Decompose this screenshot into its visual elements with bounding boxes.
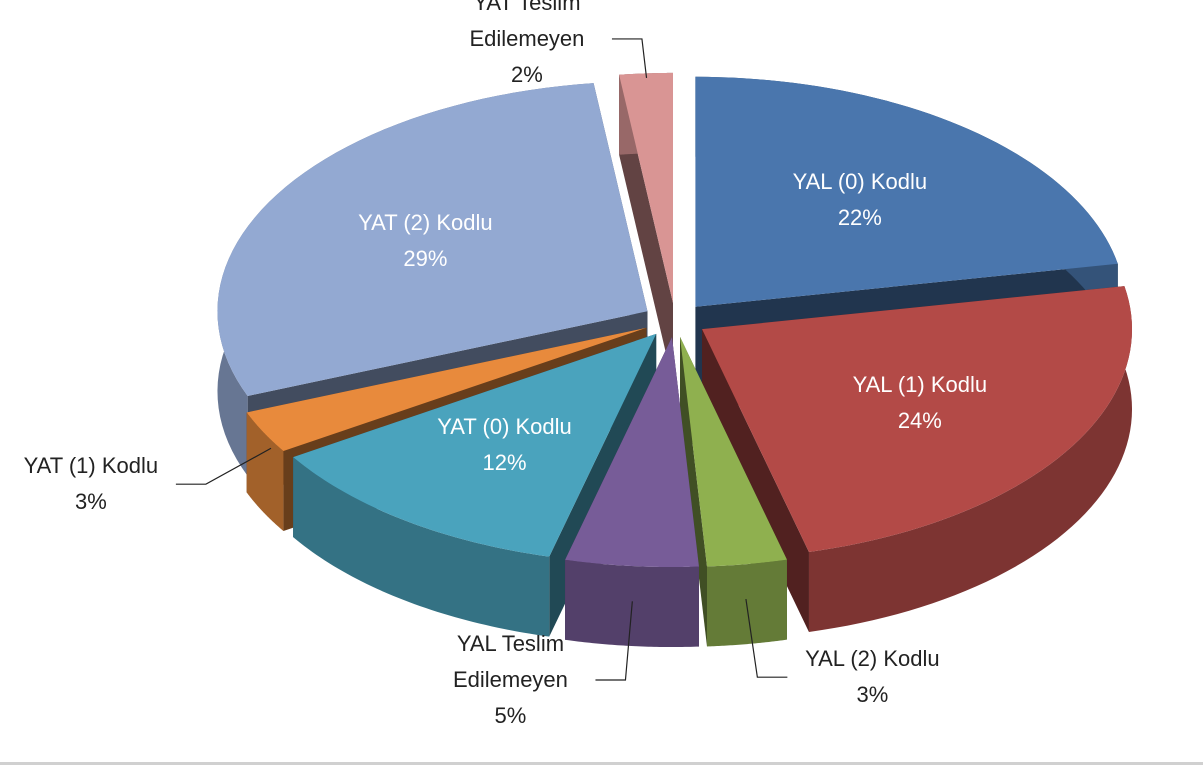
label-name: YAL (0) Kodlu	[792, 169, 928, 195]
data-label: YAL (2) Kodlu 3%	[787, 641, 957, 713]
slice-side	[680, 336, 708, 647]
label-value: 2%	[511, 61, 543, 87]
slice-wall	[808, 286, 1133, 632]
leader-line	[595, 601, 633, 681]
label-value: 5%	[494, 703, 527, 728]
leader-line	[175, 447, 272, 485]
slice-top	[702, 286, 1133, 552]
data-label: YAT (1) Kodlu 3%	[6, 448, 176, 520]
data-label: YAT (2) Kodlu 29%	[340, 205, 510, 277]
slice-top	[565, 337, 699, 568]
label-name: YAT (2) Kodlu	[358, 210, 493, 236]
data-label: YAT Teslim Edilemeyen 2%	[442, 0, 612, 93]
slice-top	[293, 333, 657, 557]
label-value: 29%	[403, 246, 448, 272]
label-name: YAL (1) Kodlu	[852, 372, 988, 398]
slice-wall	[293, 457, 550, 637]
label-name: YAT (1) Kodlu	[23, 453, 159, 479]
leader-line	[611, 38, 648, 79]
label-name: YAT Teslim Edilemeyen	[469, 0, 585, 51]
label-value: 3%	[74, 489, 107, 515]
label-name: YAL (2) Kodlu	[805, 646, 940, 672]
label-value: 22%	[837, 205, 882, 231]
pie-slice	[619, 72, 673, 383]
leader-line	[745, 598, 788, 678]
label-value: 24%	[897, 408, 942, 434]
label-name: YAL Teslim Edilemeyen	[452, 631, 568, 692]
slice-top	[217, 83, 648, 396]
slice-top	[246, 327, 647, 452]
slice-wall	[246, 412, 284, 532]
label-value: 3%	[856, 682, 889, 708]
data-label: YAL (0) Kodlu 22%	[775, 164, 945, 236]
data-label: YAL (1) Kodlu 24%	[835, 367, 1005, 439]
slice-top	[680, 336, 787, 567]
slice-top	[695, 76, 1118, 307]
label-value: 12%	[482, 450, 527, 476]
slice-top	[619, 72, 673, 303]
pie-slice	[680, 336, 787, 647]
label-name: YAT (0) Kodlu	[437, 414, 572, 440]
data-label: YAL Teslim Edilemeyen 5%	[425, 626, 595, 734]
data-label: YAT (0) Kodlu 12%	[420, 409, 590, 481]
